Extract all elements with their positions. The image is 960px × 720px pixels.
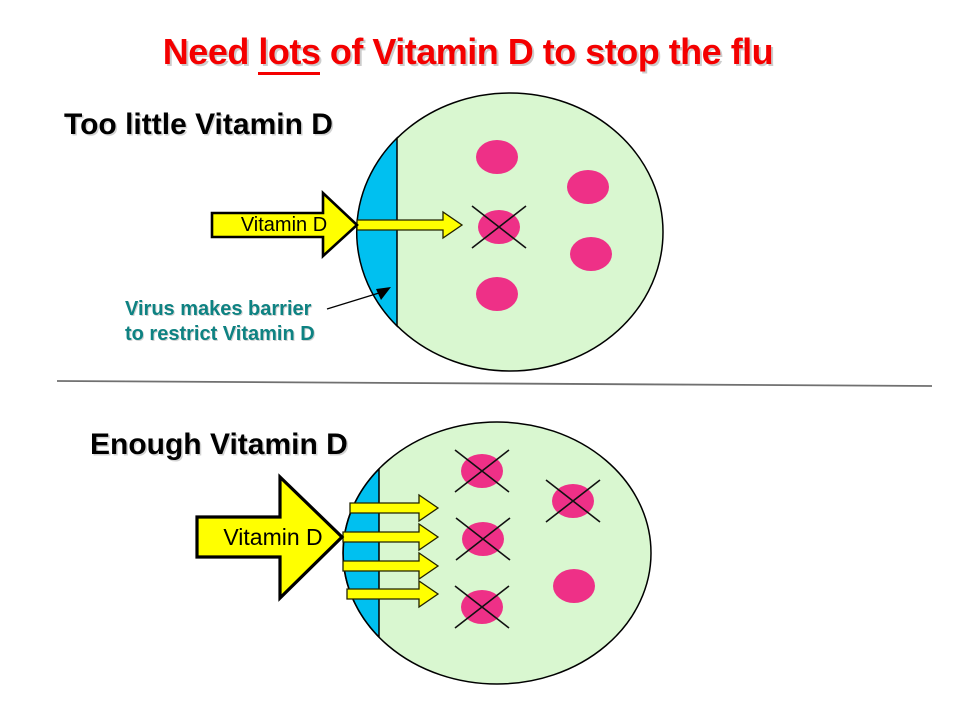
blocked-virus-x-line <box>455 517 511 561</box>
virus-dot <box>567 170 609 204</box>
vitamin-d-block-arrow-bottom <box>195 473 345 602</box>
blocked-virus-x-line <box>545 479 601 523</box>
vitamin-d-penetrating-arrow <box>342 522 440 552</box>
virus-dot <box>476 140 518 174</box>
virus-barrier-top <box>356 136 398 328</box>
bottom-panel-heading: Enough Vitamin D <box>90 428 348 461</box>
title-post: of Vitamin D to stop the flu <box>320 31 774 72</box>
section-divider-line <box>56 380 933 387</box>
vitamin-d-penetrating-arrow <box>356 210 464 240</box>
vitamin-d-label-top: Vitamin D <box>240 214 328 236</box>
blocked-virus-x-line <box>454 585 510 629</box>
barrier-annotation: Virus makes barrier to restrict Vitamin … <box>125 297 315 347</box>
bottom-virus-dots <box>454 449 601 629</box>
barrier-annotation-line2: to restrict Vitamin D <box>125 323 315 345</box>
barrier-annotation-line1: Virus makes barrier <box>125 298 312 320</box>
blocked-virus-x-line <box>454 449 510 493</box>
title-pre: Need <box>162 31 259 72</box>
virus-dot <box>553 569 595 603</box>
top-virus-dots <box>471 140 612 311</box>
slide-title: Need lots of Vitamin D to stop the flu <box>0 31 936 75</box>
blocked-virus-x-line <box>471 205 527 249</box>
top-penetrating-arrows <box>356 210 464 240</box>
title-underlined-word: lots <box>258 33 321 75</box>
virus-dot <box>570 237 612 271</box>
vitamin-d-penetrating-arrow <box>349 493 440 523</box>
annotation-pointer-arrowhead <box>376 287 391 300</box>
vitamin-d-penetrating-arrow <box>346 579 440 609</box>
top-panel-heading: Too little Vitamin D <box>64 108 333 141</box>
vitamin-d-penetrating-arrow <box>342 551 440 581</box>
bottom-penetrating-arrows <box>342 493 440 609</box>
annotation-pointer-line <box>326 292 380 310</box>
virus-dot <box>476 277 518 311</box>
vitamin-d-label-bottom: Vitamin D <box>223 524 323 550</box>
virus-barrier-bottom <box>342 467 380 639</box>
vitamin-d-block-arrow-top <box>210 189 359 259</box>
